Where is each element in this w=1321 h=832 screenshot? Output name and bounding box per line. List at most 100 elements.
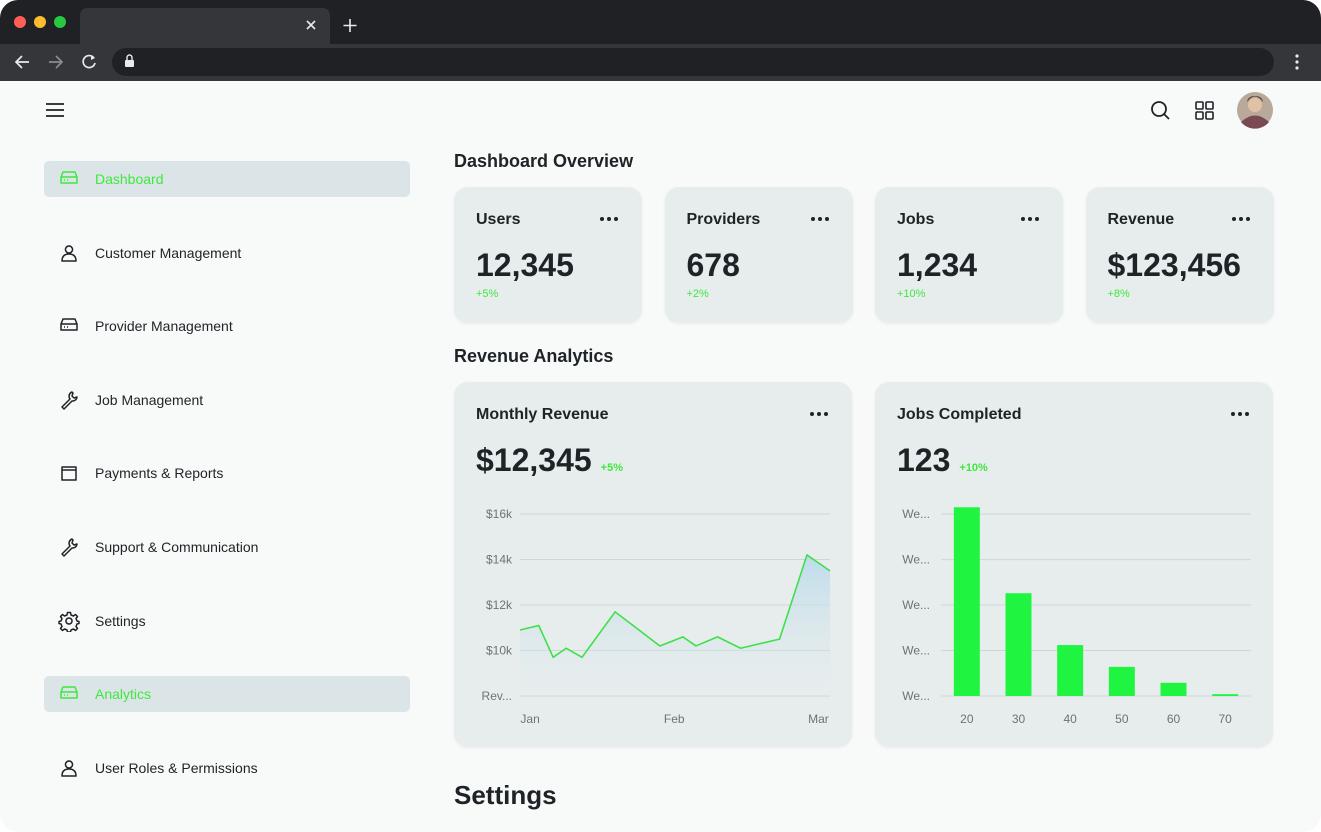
chart-title: Jobs Completed bbox=[897, 406, 1022, 423]
nav-label: Payments & Reports bbox=[95, 465, 224, 482]
menu-dot[interactable] bbox=[1295, 54, 1299, 58]
nav-icon bbox=[60, 171, 78, 184]
stat-card: Revenue $123,456 +8% bbox=[1085, 187, 1274, 323]
section-title: Revenue Analytics bbox=[454, 346, 614, 366]
nav-icon bbox=[61, 244, 77, 262]
stat-label: Revenue bbox=[1107, 211, 1175, 228]
dot bbox=[817, 217, 822, 221]
apps-icon[interactable] bbox=[1195, 101, 1214, 120]
app-header bbox=[46, 92, 1273, 129]
dot bbox=[607, 217, 611, 221]
avatar[interactable] bbox=[1237, 92, 1273, 129]
headline: 123 +10% bbox=[897, 442, 988, 479]
stat-change: +10% bbox=[897, 288, 926, 300]
menu-dot[interactable] bbox=[1295, 60, 1299, 64]
dot bbox=[1035, 217, 1039, 221]
headline-change: +5% bbox=[600, 462, 623, 474]
more-button[interactable] bbox=[598, 214, 620, 224]
chart-card: Monthly Revenue $12,345 +5% bbox=[454, 382, 852, 747]
lock-shackle bbox=[126, 54, 133, 60]
reload-button[interactable] bbox=[82, 54, 96, 69]
nav-item[interactable]: Settings bbox=[44, 603, 410, 639]
nav-icon-path bbox=[58, 611, 80, 632]
stat-card: Jobs 1,234 +10% bbox=[875, 187, 1063, 323]
maximize-button[interactable] bbox=[54, 16, 66, 28]
headline-value: $12,345 bbox=[476, 442, 592, 478]
nav-icon-path bbox=[61, 466, 77, 482]
nav-item[interactable]: Support & Communication bbox=[44, 529, 410, 565]
dot bbox=[1245, 217, 1250, 221]
address-bar[interactable] bbox=[112, 48, 1274, 76]
nav-icon bbox=[60, 686, 78, 699]
nav-icon-path bbox=[60, 686, 78, 699]
stat-value: 678 bbox=[686, 247, 740, 283]
headline: $12,345 +5% bbox=[476, 442, 623, 479]
minimize-button[interactable] bbox=[34, 16, 46, 28]
dot bbox=[1231, 217, 1236, 221]
dot bbox=[1238, 412, 1242, 416]
section-title: Dashboard Overview bbox=[454, 151, 634, 171]
nav-label: Analytics bbox=[95, 686, 152, 703]
dot bbox=[824, 412, 828, 416]
forward-button[interactable] bbox=[49, 55, 64, 69]
nav-icon bbox=[61, 466, 77, 482]
nav-label: Support & Communication bbox=[95, 539, 259, 555]
nav-icon bbox=[61, 760, 77, 777]
hamburger-menu[interactable] bbox=[46, 103, 64, 117]
stat-card: Providers 678 +2% bbox=[664, 187, 853, 323]
nav-item[interactable]: Job Management bbox=[44, 382, 410, 418]
close-button[interactable] bbox=[14, 16, 26, 28]
stat-change: +2% bbox=[686, 288, 709, 300]
stat-card: Users 12,345 +5% bbox=[454, 187, 642, 323]
browser-chrome bbox=[0, 0, 1321, 81]
reload-arrow bbox=[91, 55, 95, 60]
menu-dot[interactable] bbox=[1295, 66, 1299, 70]
nav-item[interactable]: Payments & Reports bbox=[44, 455, 410, 491]
new-tab[interactable] bbox=[343, 19, 357, 32]
nav-icon-path bbox=[61, 538, 78, 557]
back-button[interactable] bbox=[14, 55, 29, 69]
more-button[interactable] bbox=[1230, 214, 1252, 224]
search-icon[interactable] bbox=[1151, 101, 1170, 120]
nav-label: Customer Management bbox=[95, 244, 242, 261]
dot bbox=[817, 412, 821, 416]
nav-item[interactable]: Customer Management bbox=[44, 235, 410, 271]
more-button[interactable] bbox=[809, 214, 831, 224]
nav-item[interactable]: Provider Management bbox=[44, 308, 410, 344]
dot bbox=[600, 217, 604, 221]
nav-item[interactable]: User Roles & Permissions bbox=[44, 750, 410, 786]
nav-label: Provider Management bbox=[95, 318, 233, 335]
dot bbox=[824, 217, 829, 221]
chart-card: Jobs Completed 123 +10% bbox=[875, 382, 1273, 747]
nav-icon-path bbox=[60, 171, 78, 184]
more-button[interactable] bbox=[1019, 214, 1041, 224]
dot bbox=[614, 217, 618, 221]
dot bbox=[1245, 412, 1249, 416]
stat-value: 1,234 bbox=[897, 247, 978, 283]
stat-value: 12,345 bbox=[476, 247, 574, 283]
tab[interactable] bbox=[80, 8, 330, 44]
nav-icon bbox=[61, 391, 78, 410]
stat-change: +8% bbox=[1107, 288, 1130, 300]
nav-item[interactable]: Analytics bbox=[44, 676, 410, 713]
nav-label: Settings bbox=[95, 612, 146, 629]
nav-icon-path bbox=[61, 391, 78, 410]
stat-value: $123,456 bbox=[1107, 247, 1241, 283]
more-button[interactable] bbox=[1229, 409, 1251, 419]
chart-title: Monthly Revenue bbox=[476, 406, 609, 423]
more-button[interactable] bbox=[808, 409, 830, 419]
nav-item[interactable]: Dashboard bbox=[44, 161, 410, 197]
dot bbox=[1231, 412, 1235, 416]
nav-icon bbox=[60, 318, 78, 331]
lock-icon bbox=[125, 60, 134, 67]
tab-close[interactable] bbox=[306, 20, 316, 30]
nav-icon bbox=[61, 538, 78, 557]
nav-icon-path bbox=[60, 318, 78, 331]
nav-icon bbox=[58, 611, 80, 632]
stat-change: +5% bbox=[476, 288, 499, 300]
nav-icon-path bbox=[61, 760, 77, 777]
dot bbox=[810, 412, 814, 416]
dot bbox=[1238, 217, 1243, 221]
